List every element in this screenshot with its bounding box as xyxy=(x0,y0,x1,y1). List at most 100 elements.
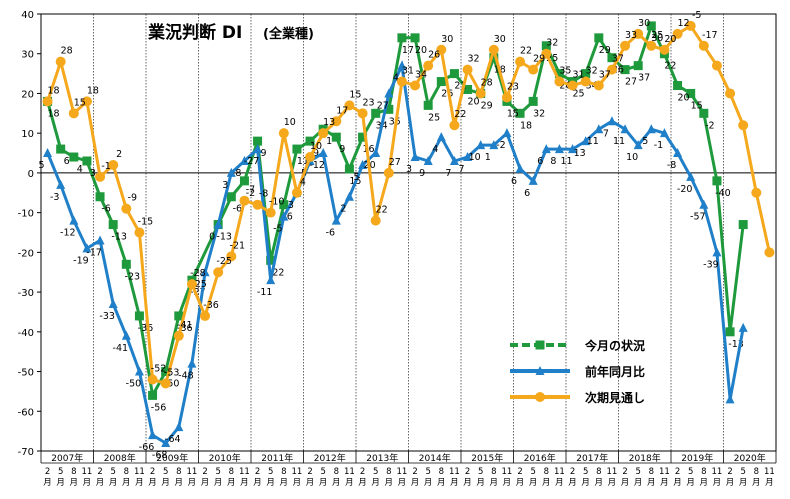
point-green xyxy=(292,144,302,154)
data-label-orange: -52 xyxy=(151,363,167,374)
month-label: 5 xyxy=(58,467,63,477)
month-unit: 月 xyxy=(503,478,512,488)
point-green xyxy=(148,390,158,400)
month-label: 11 xyxy=(659,467,670,477)
point-orange xyxy=(213,267,224,278)
data-label-orange: 10 xyxy=(310,141,322,152)
month-unit: 月 xyxy=(581,478,590,488)
data-label-orange: 32 xyxy=(586,66,598,77)
data-label-blue: 7 xyxy=(603,128,609,139)
data-label-blue: 6 xyxy=(537,156,543,167)
point-blue xyxy=(699,199,709,209)
point-orange xyxy=(160,378,171,389)
data-label-orange: 29 xyxy=(533,54,545,65)
data-label-orange: 22 xyxy=(454,109,466,120)
point-blue xyxy=(200,267,210,277)
point-green xyxy=(239,176,249,186)
year-label: 2020年 xyxy=(734,452,766,464)
point-blue xyxy=(82,243,92,253)
data-label-orange: 22 xyxy=(520,46,532,57)
month-label: 11 xyxy=(187,467,198,477)
point-blue xyxy=(620,124,630,134)
data-label-blue: 11 xyxy=(587,136,599,147)
data-label-blue: -66 xyxy=(139,442,155,453)
month-unit: 月 xyxy=(647,478,656,488)
data-label-green: 1 xyxy=(326,136,332,147)
data-label-blue: -8 xyxy=(667,160,676,171)
point-blue xyxy=(502,128,512,138)
data-label-green: 18 xyxy=(520,120,532,131)
month-unit: 月 xyxy=(437,478,446,488)
point-blue xyxy=(161,438,171,448)
data-label-orange: 26 xyxy=(428,50,440,61)
point-orange xyxy=(55,56,66,67)
data-label-green: -13 xyxy=(728,339,744,350)
data-label-green: -36 xyxy=(177,323,193,334)
point-blue xyxy=(725,394,735,404)
month-label: 2 xyxy=(727,467,732,477)
month-unit: 月 xyxy=(752,478,761,488)
month-label: 5 xyxy=(320,467,325,477)
point-green xyxy=(397,33,407,43)
data-label-green: 15 xyxy=(507,108,519,119)
point-green xyxy=(436,77,446,87)
month-label: 8 xyxy=(124,467,129,477)
point-green xyxy=(620,65,630,75)
point-green xyxy=(174,311,184,321)
data-label-orange: -53 xyxy=(164,367,180,378)
month-label: 5 xyxy=(583,467,588,477)
data-label-green: 22 xyxy=(664,61,676,72)
data-label-blue: -39 xyxy=(703,259,719,270)
point-blue xyxy=(148,430,158,440)
year-label: 2017年 xyxy=(576,452,608,464)
point-orange xyxy=(331,116,342,127)
month-unit: 月 xyxy=(634,478,643,488)
point-orange xyxy=(620,40,631,51)
month-unit: 月 xyxy=(56,478,65,488)
data-label-orange: -1 xyxy=(101,161,110,172)
month-unit: 月 xyxy=(529,478,538,488)
point-green xyxy=(541,41,551,51)
y-tick-label: 40 xyxy=(21,10,34,21)
point-orange xyxy=(396,76,407,87)
data-label-orange: 25 xyxy=(651,30,663,41)
month-unit: 月 xyxy=(188,478,197,488)
point-orange xyxy=(672,28,683,39)
point-blue xyxy=(423,155,433,165)
y-tick-label: 30 xyxy=(21,50,34,61)
point-blue xyxy=(266,275,276,285)
year-label: 2018年 xyxy=(629,452,661,464)
y-tick-label: -10 xyxy=(18,209,34,220)
point-green xyxy=(449,69,459,79)
data-label-orange: 13 xyxy=(323,117,335,128)
data-label-green: -2 xyxy=(705,120,714,131)
data-label-green: -50 xyxy=(164,379,180,390)
point-orange xyxy=(541,48,552,59)
point-blue xyxy=(554,144,564,154)
point-orange xyxy=(108,159,119,170)
data-label-blue: -11 xyxy=(257,287,273,298)
point-green xyxy=(331,132,341,142)
point-orange xyxy=(173,330,184,341)
data-label-orange: -28 xyxy=(190,268,206,279)
point-green xyxy=(384,104,394,114)
month-label: 8 xyxy=(229,467,234,477)
month-label: 8 xyxy=(754,467,759,477)
month-unit: 月 xyxy=(293,478,302,488)
legend-label-green: 今月の状況 xyxy=(584,338,645,353)
month-unit: 月 xyxy=(673,478,682,488)
month-label: 2 xyxy=(675,467,680,477)
month-unit: 月 xyxy=(253,478,262,488)
data-label-orange: 30 xyxy=(494,34,506,45)
point-blue xyxy=(476,140,486,150)
point-green xyxy=(358,132,368,142)
data-label-orange: 28 xyxy=(481,77,493,88)
data-label-orange: -17 xyxy=(702,30,718,41)
data-label-green: -2 xyxy=(246,188,255,199)
y-tick-label: -40 xyxy=(18,328,34,339)
data-label-green: 11 xyxy=(297,156,309,167)
month-unit: 月 xyxy=(660,478,669,488)
point-orange xyxy=(436,44,447,55)
point-orange xyxy=(633,28,644,39)
data-label-green: 25 xyxy=(546,53,558,64)
